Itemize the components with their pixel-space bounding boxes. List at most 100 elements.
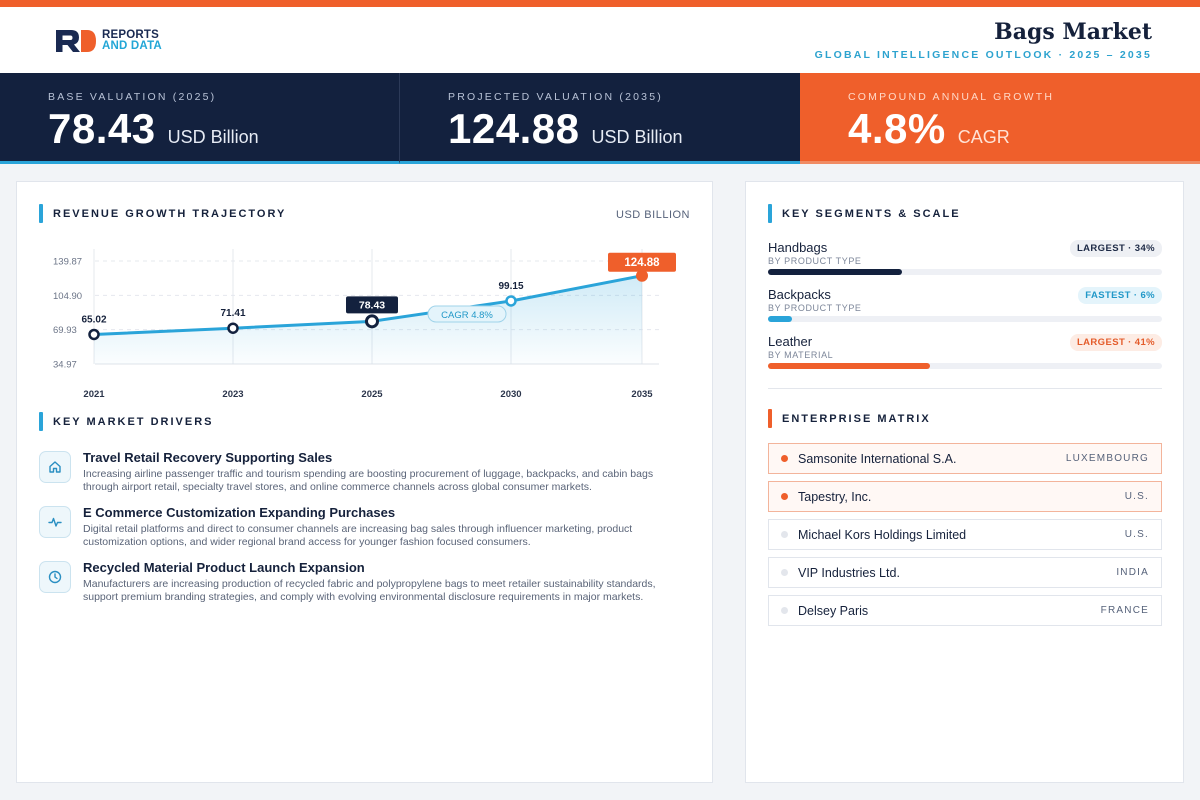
y-tick-label: 104.90 [53, 291, 82, 302]
kpi-value: 4.8% [848, 105, 946, 152]
driver-description: Increasing airline passenger traffic and… [83, 468, 654, 493]
enterprise-matrix: Samsonite International S.A. LUXEMBOURG … [768, 443, 1162, 633]
y-tick-label: 139.87 [53, 257, 82, 268]
segment-track [768, 316, 1162, 322]
driver-title: Recycled Material Product Launch Expansi… [83, 560, 365, 575]
data-label-bg [346, 296, 398, 314]
company-name: Michael Kors Holdings Limited [798, 527, 967, 542]
status-dot [781, 455, 788, 462]
driver-description: Manufacturers are increasing production … [83, 578, 656, 603]
logo-line-1: REPORTS [102, 29, 159, 41]
company-country: U.S. [1124, 529, 1149, 540]
driver-item: Recycled Material Product Launch Expansi… [39, 560, 689, 604]
segment-track [768, 269, 1162, 275]
driver-description: Digital retail platforms and direct to c… [83, 523, 633, 548]
data-label: 78.43 [359, 299, 385, 311]
segment-category: BY MATERIAL [768, 350, 834, 360]
data-label: 99.15 [498, 281, 523, 292]
section-title: REVENUE GROWTH TRAJECTORY [53, 207, 287, 220]
left-panel: REVENUE GROWTH TRAJECTORY USD BILLION 34… [16, 181, 713, 783]
logo-line-2: AND DATA [102, 40, 162, 52]
page-title: Bags Market [994, 19, 1152, 45]
company-row[interactable]: VIP Industries Ltd. INDIA [768, 557, 1162, 588]
data-point [636, 269, 648, 282]
company-name: Tapestry, Inc. [798, 489, 872, 504]
section-title: KEY SEGMENTS & SCALE [782, 207, 961, 220]
kpi-strip: BASE VALUATION (2025) 78.43 USD Billion … [0, 73, 1200, 164]
chart-unit-label: USD BILLION [616, 209, 690, 221]
segment-name: Backpacks [768, 287, 831, 302]
segment-badge: LARGEST · 34% [1069, 240, 1162, 257]
driver-title: Travel Retail Recovery Supporting Sales [83, 450, 333, 465]
clock-icon [39, 561, 71, 593]
company-country: LUXEMBOURG [1065, 453, 1149, 464]
company-row[interactable]: Tapestry, Inc. U.S. [768, 481, 1162, 512]
company-name: VIP Industries Ltd. [798, 565, 900, 580]
status-dot [781, 569, 788, 576]
page-header: REPORTS AND DATA Bags Market GLOBAL INTE… [0, 7, 1200, 73]
data-label-bg [608, 252, 676, 272]
section-divider [768, 388, 1162, 389]
company-name: Samsonite International S.A. [798, 451, 957, 466]
logo-mark-icon [56, 30, 96, 52]
company-country: INDIA [1116, 567, 1149, 578]
segment-name: Leather [768, 334, 813, 349]
segment-badge: FASTEST · 6% [1078, 287, 1162, 304]
driver-title: E Commerce Customization Expanding Purch… [83, 505, 396, 520]
segment-fill [768, 316, 792, 322]
kpi-base-valuation: BASE VALUATION (2025) 78.43 USD Billion [0, 73, 400, 164]
company-row[interactable]: Michael Kors Holdings Limited U.S. [768, 519, 1162, 550]
kpi-projected-valuation: PROJECTED VALUATION (2035) 124.88 USD Bi… [400, 73, 800, 164]
segment-track [768, 363, 1162, 369]
x-tick-label: 2035 [631, 389, 653, 400]
kpi-unit: USD Billion [591, 127, 683, 147]
company-row[interactable]: Delsey Paris FRANCE [768, 595, 1162, 626]
cagr-badge: CAGR 4.8% [441, 310, 493, 321]
kpi-value: 78.43 [48, 105, 156, 152]
x-tick-label: 2030 [500, 389, 521, 400]
segment-badge: LARGEST · 41% [1069, 334, 1162, 351]
segment-category: BY PRODUCT TYPE [768, 303, 862, 313]
data-point [227, 322, 239, 334]
x-tick-label: 2025 [361, 389, 383, 400]
company-country: U.S. [1124, 491, 1149, 502]
kpi-value: 124.88 [448, 105, 580, 152]
status-dot [781, 607, 788, 614]
revenue-line-chart: 34.97 69.93 104.90 139.87 2021 2023 2025 2030 20… [53, 249, 676, 400]
company-country: FRANCE [1100, 605, 1149, 616]
revenue-section-header: REVENUE GROWTH TRAJECTORY [39, 204, 286, 223]
company-row[interactable]: Samsonite International S.A. LUXEMBOURG [768, 443, 1162, 474]
status-dot [781, 493, 788, 500]
data-label: 71.41 [220, 308, 245, 319]
kpi-unit: CAGR [957, 127, 1010, 147]
data-label: 124.88 [624, 257, 660, 269]
home-icon [39, 451, 71, 483]
section-accent [39, 204, 43, 223]
drivers-list: Travel Retail Recovery Supporting Sales … [39, 450, 689, 615]
segment-category: BY PRODUCT TYPE [768, 256, 862, 266]
segment-item: Handbags BY PRODUCT TYPE LARGEST · 34% [768, 240, 1162, 287]
x-tick-label: 2021 [83, 389, 105, 400]
driver-item: Travel Retail Recovery Supporting Sales … [39, 450, 689, 494]
data-point [88, 328, 100, 341]
page-subtitle: GLOBAL INTELLIGENCE OUTLOOK · 2025 – 203… [814, 49, 1152, 61]
segment-item: Backpacks BY PRODUCT TYPE FASTEST · 6% [768, 287, 1162, 334]
segments-list: Handbags BY PRODUCT TYPE LARGEST · 34% B… [768, 240, 1162, 381]
segment-item: Leather BY MATERIAL LARGEST · 41% [768, 334, 1162, 381]
x-tick-label: 2023 [222, 389, 243, 400]
right-panel: KEY SEGMENTS & SCALE Handbags BY PRODUCT… [745, 181, 1184, 783]
section-accent [39, 412, 43, 431]
company-name: Delsey Paris [798, 603, 869, 618]
segments-section-header: KEY SEGMENTS & SCALE [768, 204, 961, 223]
segment-name: Handbags [768, 240, 828, 255]
reports-and-data-logo[interactable]: REPORTS AND DATA [54, 28, 162, 54]
top-accent-bar [0, 0, 1200, 7]
drivers-section-header: KEY MARKET DRIVERS [39, 412, 213, 431]
pulse-icon [39, 506, 71, 538]
section-accent [768, 409, 772, 428]
segment-fill [768, 269, 902, 275]
kpi-label: PROJECTED VALUATION (2035) [448, 91, 663, 103]
y-tick-label: 34.97 [53, 360, 77, 371]
status-dot [781, 531, 788, 538]
data-label: 65.02 [81, 314, 106, 325]
